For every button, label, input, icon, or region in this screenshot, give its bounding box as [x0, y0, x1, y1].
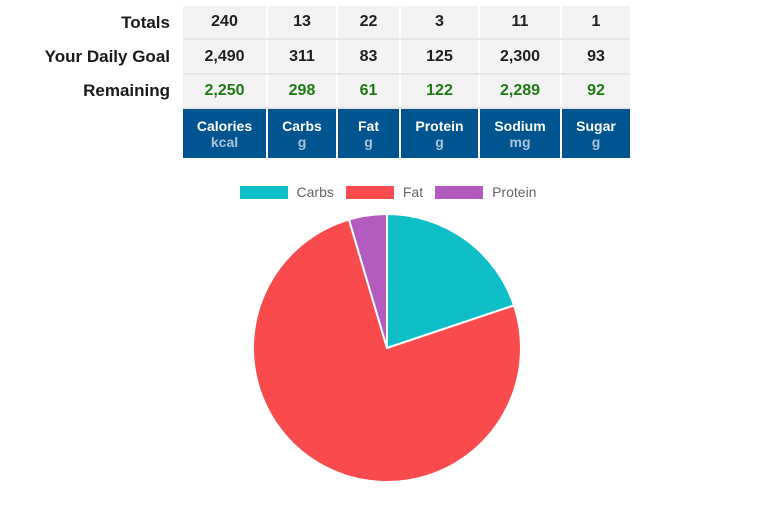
column-header-sugar: Sugar g — [561, 108, 630, 158]
legend-label-carbs: Carbs — [296, 184, 334, 200]
chart-legend: Carbs Fat Protein — [0, 184, 762, 200]
remaining-sugar: 92 — [561, 74, 630, 109]
legend-item-protein[interactable]: Protein — [435, 184, 536, 200]
remaining-fat: 61 — [337, 74, 401, 109]
goal-sugar: 93 — [561, 39, 630, 75]
legend-swatch-fat — [345, 185, 394, 199]
column-header-sodium: Sodium mg — [479, 108, 562, 158]
daily-goal-row: Your Daily Goal 2,490 311 83 125 2,300 9… — [0, 39, 630, 75]
totals-fat: 22 — [337, 6, 401, 40]
goal-calories: 2,490 — [183, 39, 268, 75]
pie-slice-carbs[interactable] — [386, 212, 516, 350]
remaining-protein: 122 — [400, 74, 480, 109]
goal-carbs: 311 — [267, 39, 338, 75]
unit-label: g — [297, 133, 307, 150]
unit-label: g — [364, 133, 373, 150]
remaining-row: Remaining 2,250 298 61 122 2,289 92 — [0, 74, 630, 109]
row-label-totals: Totals — [121, 12, 170, 32]
column-header-carbs: Carbs g — [267, 108, 338, 158]
remaining-sodium: 2,289 — [479, 74, 562, 109]
totals-protein: 3 — [400, 6, 480, 40]
legend-swatch-protein — [435, 185, 484, 199]
column-header-calories: Calories kcal — [183, 108, 268, 158]
pie-slice-protein[interactable] — [347, 212, 388, 349]
unit-label: g — [435, 133, 444, 150]
unit-label: g — [591, 133, 601, 150]
unit-label: mg — [509, 133, 531, 150]
legend-item-carbs[interactable]: Carbs — [239, 184, 334, 200]
totals-calories: 240 — [183, 6, 268, 40]
remaining-carbs: 298 — [267, 74, 338, 109]
column-header-row: Calories kcal Carbs g Fat g Protein g Sodium… — [0, 108, 630, 158]
goal-protein: 125 — [400, 39, 480, 75]
unit-label: kcal — [210, 133, 239, 150]
goal-sodium: 2,300 — [479, 39, 562, 75]
legend-label-protein: Protein — [492, 184, 537, 200]
nutrition-summary-table: Totals 240 13 22 3 11 1 Your Daily Goal … — [0, 6, 630, 158]
totals-sugar: 1 — [561, 6, 630, 40]
column-header-protein: Protein g — [400, 108, 480, 158]
row-label-remaining: Remaining — [83, 81, 170, 100]
legend-swatch-carbs — [239, 185, 288, 199]
totals-sodium: 11 — [479, 6, 562, 40]
pie-slices — [252, 212, 522, 483]
goal-fat: 83 — [337, 39, 401, 75]
totals-carbs: 13 — [267, 6, 338, 40]
remaining-calories: 2,250 — [183, 74, 268, 109]
column-header-fat: Fat g — [337, 108, 401, 158]
legend-label-fat: Fat — [402, 184, 424, 200]
legend-item-fat[interactable]: Fat — [345, 184, 424, 200]
totals-row: Totals 240 13 22 3 11 1 — [0, 6, 630, 40]
pie-slice-fat[interactable] — [252, 218, 522, 483]
row-label-daily-goal: Your Daily Goal — [44, 46, 170, 66]
